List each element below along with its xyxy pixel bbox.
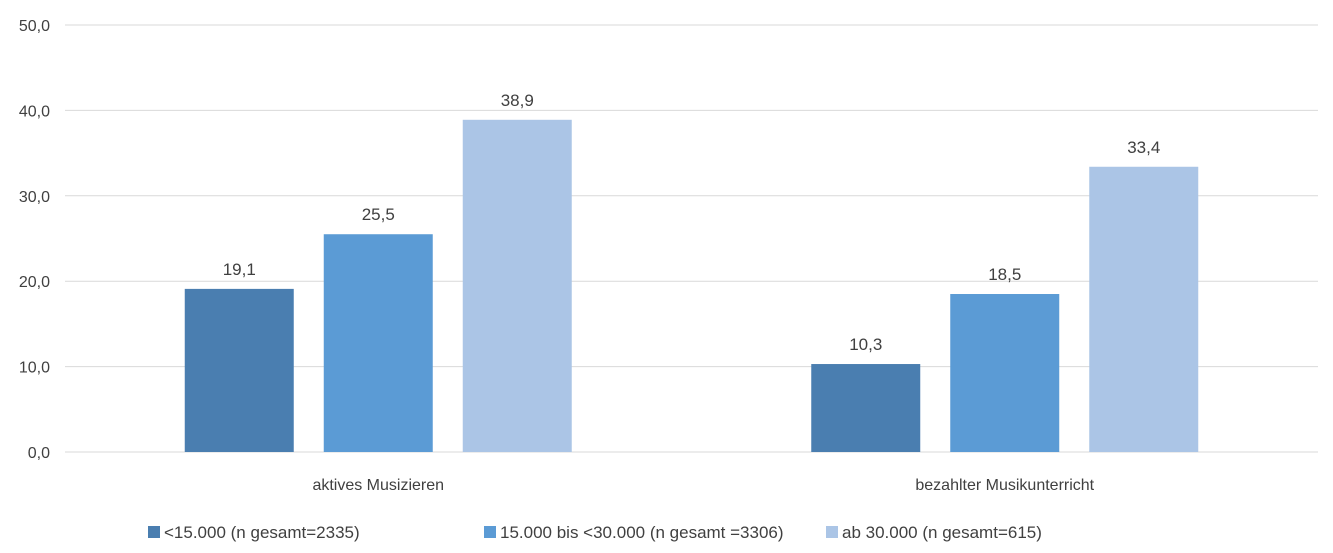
y-tick-label: 50,0 <box>19 18 50 35</box>
bar <box>950 294 1060 452</box>
x-category-label: bezahlter Musikunterricht <box>915 477 1094 494</box>
legend: <15.000 (n gesamt=2335) 15.000 bis <30.00… <box>148 523 1042 542</box>
y-axis-ticks: 0,0 10,0 20,0 30,0 40,0 50,0 <box>19 18 50 462</box>
y-tick-label: 40,0 <box>19 103 50 120</box>
bar <box>323 234 433 452</box>
bar <box>184 288 294 452</box>
legend-swatch <box>826 526 838 538</box>
data-label: 33,4 <box>1127 138 1160 157</box>
legend-swatch <box>484 526 496 538</box>
data-label: 25,5 <box>362 205 395 224</box>
y-tick-label: 20,0 <box>19 274 50 291</box>
legend-label: <15.000 (n gesamt=2335) <box>164 523 360 542</box>
bar <box>462 119 572 452</box>
data-label: 18,5 <box>988 265 1021 284</box>
y-tick-label: 0,0 <box>28 445 50 462</box>
bar <box>811 364 921 452</box>
legend-swatch <box>148 526 160 538</box>
x-category-label: aktives Musizieren <box>312 477 444 494</box>
legend-label: 15.000 bis <30.000 (n gesamt =3306) <box>500 523 784 542</box>
y-tick-label: 30,0 <box>19 189 50 206</box>
bars <box>184 119 1199 452</box>
legend-label: ab 30.000 (n gesamt=615) <box>842 523 1042 542</box>
y-tick-label: 10,0 <box>19 360 50 377</box>
data-label: 10,3 <box>849 335 882 354</box>
bar <box>1089 166 1199 452</box>
data-labels: 19,1 25,5 38,9 10,3 18,5 33,4 <box>223 91 1161 354</box>
data-label: 38,9 <box>501 91 534 110</box>
data-label: 19,1 <box>223 260 256 279</box>
x-axis-categories: aktives Musizieren bezahlter Musikunterri… <box>312 477 1094 494</box>
